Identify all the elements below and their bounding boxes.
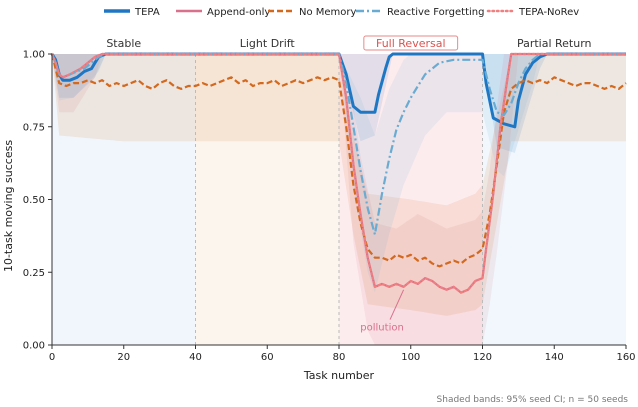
- ci-band-2: [52, 54, 626, 316]
- x-tick-label-7: 140: [545, 352, 564, 363]
- phase-boundaries: [195, 54, 483, 345]
- phase-background-2: [339, 54, 483, 345]
- pollution-annotation: pollution: [360, 289, 405, 334]
- annotation-text: pollution: [360, 323, 404, 334]
- y-tick-label-1: 0.25: [23, 268, 45, 279]
- ci-band-0: [52, 54, 626, 153]
- phase-background-0: [52, 54, 196, 345]
- axes: 0 20 40 60 80 100 120 140 160 0.00 0.25 0.50 0.75 1.0…: [23, 50, 636, 364]
- series-line-2: [50, 53, 627, 268]
- series-line-0: [50, 52, 626, 129]
- phase-label-box-2: [363, 35, 459, 51]
- x-tick-label-5: 100: [401, 352, 420, 363]
- series-line-4: [50, 52, 628, 294]
- footnote: Shaded bands: 95% seed CI; n = 50 seeds: [437, 395, 629, 405]
- series-line-3: [50, 52, 626, 236]
- x-tick-label-1: 20: [117, 352, 130, 363]
- y-axis-label: 10-task moving success: [2, 140, 15, 272]
- y-tick-label-3: 0.75: [23, 122, 45, 133]
- x-tick-label-0: 0: [49, 352, 55, 363]
- phase-label-2: Full Reversal: [376, 37, 446, 50]
- y-tick-label-0: 0.00: [23, 341, 45, 352]
- x-tick-label-8: 160: [616, 352, 635, 363]
- phase-backgrounds: [52, 54, 626, 345]
- legend-label-4: TEPA-NoRev: [518, 7, 579, 18]
- x-axis-label: Task number: [303, 369, 375, 382]
- x-tick-label-6: 120: [473, 352, 492, 363]
- phase-background-1: [195, 54, 339, 345]
- legend-label-1: Append-only: [207, 7, 270, 18]
- legend-label-0: TEPA: [134, 7, 160, 18]
- annotation-arrow: [389, 289, 405, 320]
- legend-label-2: No Memory: [299, 7, 357, 18]
- phase-label-1: Light Drift: [240, 37, 296, 50]
- series-lines: [50, 52, 628, 294]
- y-tick-label-2: 0.50: [23, 195, 45, 206]
- legend: TEPA Append-only No Memory Reactive Forgett…: [104, 7, 579, 18]
- legend-label-3: Reactive Forgetting: [387, 7, 484, 18]
- x-tick-label-3: 60: [261, 352, 274, 363]
- phase-label-3: Partial Return: [517, 37, 592, 50]
- phase-label-0: Stable: [106, 37, 141, 50]
- y-tick-label-4: 1.00: [23, 50, 45, 61]
- x-tick-label-2: 40: [189, 352, 202, 363]
- phase-labels: Stable Light Drift Full Reversal Partial Re…: [106, 35, 592, 51]
- x-tick-label-4: 80: [333, 352, 346, 363]
